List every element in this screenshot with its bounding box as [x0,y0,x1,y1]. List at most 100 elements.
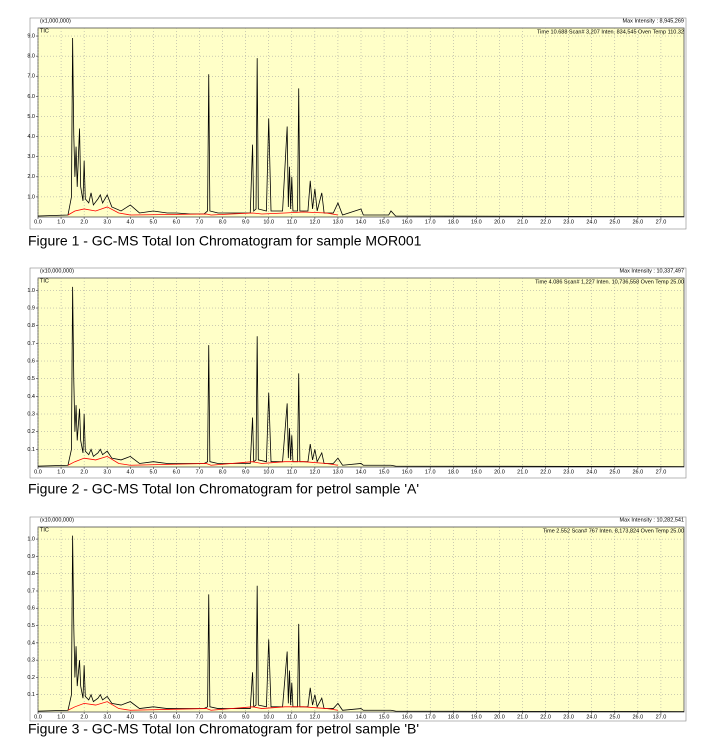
y-tick-label: 0.2 [27,675,35,681]
x-tick-label: 3.0 [103,714,111,720]
y-tick-label: 6.0 [27,94,35,100]
x-tick-label: 16.0 [402,469,413,475]
x-tick-label: 15.0 [379,469,390,475]
x-tick-label: 9.0 [242,469,250,475]
x-tick-label: 15.0 [379,714,390,720]
y-tick-label: 0.1 [27,692,35,698]
figure-caption: Figure 2 - GC-MS Total Ion Chromatogram … [28,481,419,497]
y-tick-label: 0.9 [27,554,35,560]
y-tick-label: 0.4 [27,394,35,400]
y-tick-label: 0.9 [27,305,35,311]
trace-label: TIC [40,527,49,533]
x-tick-label: 2.0 [80,219,88,225]
x-tick-label: 14.0 [356,219,367,225]
x-tick-label: 9.0 [242,714,250,720]
x-tick-label: 10.0 [263,714,274,720]
x-tick-label: 19.0 [471,469,482,475]
x-tick-label: 5.0 [150,219,158,225]
x-tick-label: 20.0 [494,219,505,225]
y-tick-label: 0.1 [27,447,35,453]
max-intensity: Max Intensity : 8,945,269 [623,18,684,24]
x-tick-label: 25.0 [609,469,620,475]
x-tick-label: 18.0 [448,469,459,475]
chromatogram-trace [67,206,338,216]
chromatogram-trace [67,455,338,466]
y-tick-label: 0.6 [27,606,35,612]
y-tick-label: 0.3 [27,411,35,417]
trace-label: TIC [40,278,49,284]
x-tick-label: 25.0 [609,714,620,720]
x-tick-label: 8.0 [219,469,227,475]
x-tick-label: 26.0 [632,714,643,720]
x-tick-label: 1.0 [57,469,65,475]
scale-label: (x10,000,000) [40,268,74,274]
x-tick-label: 23.0 [563,469,574,475]
y-tick-label: 0.2 [27,429,35,435]
chromatogram-trace [37,535,685,713]
x-tick-label: 7.0 [196,469,204,475]
y-tick-label: 5.0 [27,114,35,120]
x-tick-label: 0.0 [34,714,42,720]
x-tick-label: 12.0 [309,219,320,225]
chromatogram-trace [37,286,685,468]
x-tick-label: 9.0 [242,219,250,225]
x-tick-label: 4.0 [126,219,134,225]
y-tick-label: 2.0 [27,174,35,180]
x-tick-label: 1.0 [57,219,65,225]
x-tick-label: 5.0 [150,714,158,720]
y-tick-label: 0.8 [27,571,35,577]
x-tick-label: 27.0 [656,469,667,475]
x-tick-label: 4.0 [126,469,134,475]
x-tick-label: 27.0 [656,714,667,720]
x-tick-label: 12.0 [309,469,320,475]
x-tick-label: 13.0 [333,469,344,475]
x-tick-label: 23.0 [563,714,574,720]
x-tick-label: 6.0 [173,469,181,475]
x-tick-label: 10.0 [263,219,274,225]
x-tick-label: 8.0 [219,714,227,720]
x-tick-label: 26.0 [632,219,643,225]
x-tick-label: 24.0 [586,714,597,720]
x-tick-label: 22.0 [540,469,551,475]
x-tick-label: 22.0 [540,219,551,225]
x-tick-label: 22.0 [540,714,551,720]
max-intensity: Max Intensity : 10,282,541 [619,517,684,523]
y-tick-label: 7.0 [27,74,35,80]
x-tick-label: 1.0 [57,714,65,720]
y-tick-label: 4.0 [27,134,35,140]
figure-caption: Figure 1 - GC-MS Total Ion Chromatogram … [28,233,422,249]
y-tick-label: 0.3 [27,658,35,664]
y-tick-label: 0.8 [27,323,35,329]
x-tick-label: 21.0 [517,219,528,225]
x-tick-label: 16.0 [402,219,413,225]
max-intensity: Max Intensity : 10,337,497 [619,268,684,274]
x-tick-label: 19.0 [471,219,482,225]
status-line: Time 2.552 Scan# 767 Inten. 8,173,824 Ov… [543,528,684,534]
x-tick-label: 27.0 [656,219,667,225]
x-tick-label: 13.0 [333,219,344,225]
x-tick-label: 24.0 [586,219,597,225]
y-tick-label: 0.4 [27,640,35,646]
x-tick-label: 12.0 [309,714,320,720]
x-tick-label: 18.0 [448,714,459,720]
x-tick-label: 0.0 [34,219,42,225]
x-tick-label: 19.0 [471,714,482,720]
y-tick-label: 8.0 [27,54,35,60]
plot-area [37,27,685,218]
y-tick-label: 0.5 [27,623,35,629]
y-tick-label: 0.7 [27,341,35,347]
x-tick-label: 4.0 [126,714,134,720]
y-tick-label: 1.0 [27,537,35,543]
x-tick-label: 16.0 [402,714,413,720]
x-tick-label: 18.0 [448,219,459,225]
scale-label: (x10,000,000) [40,517,74,523]
y-tick-label: 3.0 [27,154,35,160]
chromatogram-trace [67,701,338,711]
figure-caption: Figure 3 - GC-MS Total Ion Chromatogram … [28,721,419,737]
x-tick-label: 3.0 [103,219,111,225]
y-tick-label: 0.7 [27,588,35,594]
x-tick-label: 7.0 [196,714,204,720]
x-tick-label: 25.0 [609,219,620,225]
y-tick-label: 0.5 [27,376,35,382]
